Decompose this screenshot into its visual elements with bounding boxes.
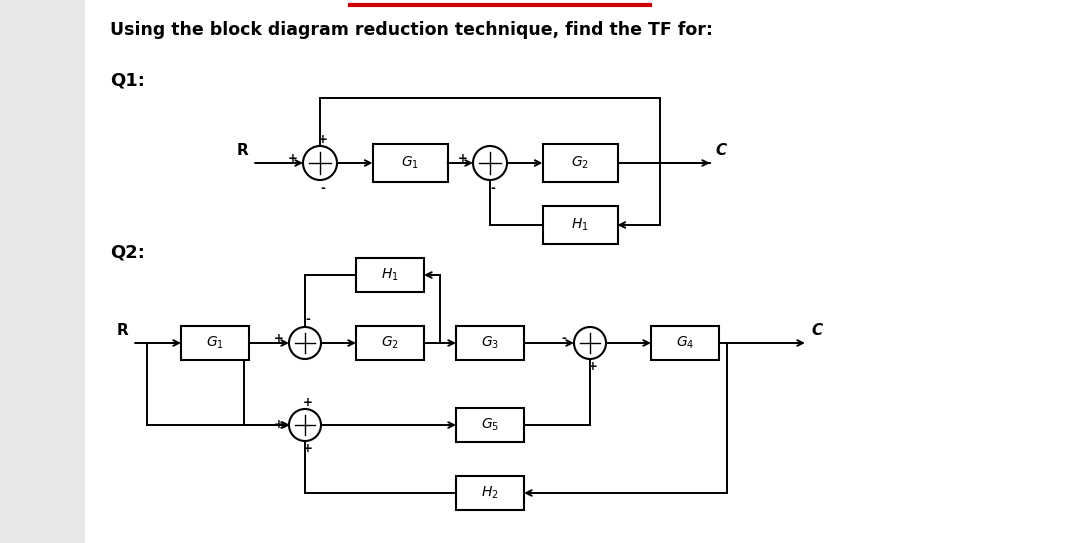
Circle shape — [303, 146, 337, 180]
Text: $H_1$: $H_1$ — [571, 217, 589, 233]
Text: $G_2$: $G_2$ — [381, 335, 399, 351]
Text: $H_2$: $H_2$ — [481, 485, 499, 501]
Text: Q2:: Q2: — [110, 243, 145, 261]
Text: R: R — [237, 143, 247, 158]
Text: $G_1$: $G_1$ — [401, 155, 419, 171]
Bar — [456, 326, 524, 360]
Text: $G_4$: $G_4$ — [676, 335, 694, 351]
Text: +: + — [274, 331, 284, 344]
Text: -: - — [562, 331, 566, 344]
Bar — [456, 408, 524, 442]
Text: $G_1$: $G_1$ — [206, 335, 224, 351]
Text: +: + — [274, 419, 284, 432]
Circle shape — [289, 409, 321, 441]
Bar — [542, 206, 618, 244]
Circle shape — [289, 327, 321, 359]
Text: -: - — [491, 181, 495, 194]
Text: +: + — [458, 151, 468, 165]
Text: -: - — [306, 313, 311, 326]
Text: Q1:: Q1: — [110, 71, 145, 89]
Bar — [372, 144, 448, 182]
Text: +: + — [318, 132, 328, 146]
Text: Using the block diagram reduction technique, find the TF for:: Using the block diagram reduction techni… — [110, 21, 713, 39]
Circle shape — [574, 327, 606, 359]
Bar — [356, 326, 424, 360]
Bar — [651, 326, 719, 360]
Text: $G_5$: $G_5$ — [481, 417, 499, 433]
Text: +: + — [589, 361, 598, 374]
Text: R: R — [116, 323, 128, 338]
Bar — [456, 476, 524, 510]
Text: +: + — [288, 151, 298, 165]
Text: -: - — [321, 181, 325, 194]
Text: +: + — [303, 443, 313, 456]
Circle shape — [473, 146, 507, 180]
Text: +: + — [303, 395, 313, 408]
Text: $G_2$: $G_2$ — [571, 155, 589, 171]
Bar — [542, 144, 618, 182]
Bar — [356, 258, 424, 292]
Bar — [181, 326, 249, 360]
Text: C: C — [714, 143, 726, 158]
Text: $G_3$: $G_3$ — [481, 335, 499, 351]
Text: C: C — [811, 323, 822, 338]
Text: $H_1$: $H_1$ — [381, 267, 399, 283]
